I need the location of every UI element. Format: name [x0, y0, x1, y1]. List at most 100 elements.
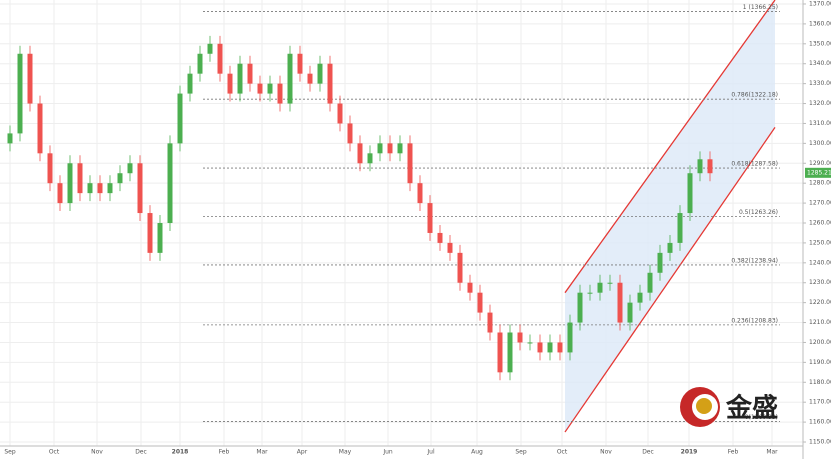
candle-body	[707, 159, 713, 174]
candle-body	[467, 282, 473, 293]
candle-body	[387, 143, 393, 154]
x-tick-label: Nov	[91, 449, 103, 456]
y-tick-label: 1270.00	[809, 200, 831, 207]
candle-body	[107, 183, 113, 194]
candle-body	[297, 53, 303, 74]
candle-body	[477, 292, 483, 313]
candle-body	[487, 312, 493, 333]
candle-body	[377, 143, 383, 154]
candle-body	[197, 53, 203, 74]
plot-area: 1 (1366.25) 0.786(1322.18) 0.618(1287.58) 0…	[7, 0, 780, 433]
y-tick-label: 1360.00	[809, 20, 831, 27]
candle-body	[637, 292, 643, 303]
fib-label: 0(1160.33)	[745, 414, 778, 421]
candle-body	[227, 73, 233, 94]
candle-body	[397, 143, 403, 154]
y-tick-label: 1180.00	[809, 379, 831, 386]
candle-body	[97, 183, 103, 194]
candle-body	[127, 163, 133, 174]
candle-body	[237, 63, 243, 94]
candle-body	[567, 322, 573, 353]
y-tick-label: 1210.00	[809, 319, 831, 326]
candle-body	[687, 173, 693, 214]
x-tick-label: Aug	[471, 449, 483, 456]
watermark-text: 金盛	[725, 393, 778, 424]
candle-body	[117, 173, 123, 184]
candle-body	[497, 332, 503, 373]
x-tick-label: Dec	[135, 449, 147, 456]
fib-label: 1 (1366.25)	[743, 4, 778, 11]
candle-body	[597, 282, 603, 293]
y-tick-label: 1220.00	[809, 299, 831, 306]
candle-body	[407, 143, 413, 184]
watermark-logo: 金盛	[680, 387, 778, 427]
candle-body	[427, 203, 433, 233]
candle-body	[437, 232, 443, 243]
x-tick-label: 2018	[172, 449, 189, 456]
candle-body	[657, 252, 663, 273]
x-tick-label: Apr	[297, 449, 308, 456]
candle-body	[37, 103, 43, 154]
y-tick-label: 1200.00	[809, 339, 831, 346]
candle-body	[57, 183, 63, 204]
x-tick-label: Sep	[4, 449, 16, 456]
last-price-box	[805, 167, 831, 178]
candle-body	[267, 83, 273, 94]
y-tick-label: 1320.00	[809, 100, 831, 107]
foreground-layer: 1150.00 1160.00 1170.00 1180.00 1190.00 1200.…	[4, 0, 831, 456]
fib-label: 0.236(1208.83)	[731, 317, 778, 324]
y-tick-label: 1160.00	[809, 419, 831, 426]
candle-body	[517, 332, 523, 343]
candle-body	[207, 43, 213, 54]
y-tick-label: 1350.00	[809, 40, 831, 47]
y-tick-label: 1330.00	[809, 80, 831, 87]
candle-body	[157, 223, 163, 253]
x-tick-label: May	[339, 449, 352, 456]
channel-line	[564, 0, 776, 294]
x-tick-label: Oct	[557, 449, 568, 456]
y-tick-label: 1250.00	[809, 239, 831, 246]
y-tick-label: 1290.00	[809, 160, 831, 167]
x-tick-label: Feb	[728, 449, 739, 456]
x-tick-label: Oct	[49, 449, 60, 456]
candle-body	[327, 63, 333, 104]
y-tick-label: 1260.00	[809, 220, 831, 227]
candle-body	[537, 342, 543, 353]
candle-body	[547, 342, 553, 353]
y-tick-label: 1370.00	[809, 0, 831, 7]
y-tick-label: 1300.00	[809, 140, 831, 147]
candle-body	[507, 332, 513, 373]
candle-body	[417, 183, 423, 204]
x-tick-label: Mar	[766, 449, 778, 456]
candle-body	[667, 242, 673, 253]
y-tick-label: 1310.00	[809, 120, 831, 127]
fib-label: 0.786(1322.18)	[731, 92, 778, 99]
candle-body	[247, 63, 253, 84]
candle-body	[87, 183, 93, 194]
candle-body	[67, 163, 73, 204]
candle-body	[447, 242, 453, 253]
x-tick-label: Jul	[426, 449, 435, 456]
candle-body	[47, 153, 53, 184]
candle-body	[177, 93, 183, 144]
candle-body	[7, 133, 13, 144]
x-tick-label: Dec	[642, 449, 654, 456]
x-tick-label: 2019	[681, 449, 698, 456]
candle-body	[647, 272, 653, 293]
fib-label: 0.382(1238.94)	[731, 257, 778, 264]
channel-fill	[565, 0, 775, 433]
y-tick-label: 1170.00	[809, 399, 831, 406]
y-tick-label: 1190.00	[809, 359, 831, 366]
fib-label: 0.618(1287.58)	[731, 161, 778, 168]
candle-body	[17, 53, 23, 134]
candle-body	[697, 159, 703, 174]
channel-line	[564, 127, 776, 433]
candle-body	[257, 83, 263, 94]
candle-body	[677, 213, 683, 243]
y-tick-label: 1150.00	[809, 439, 831, 446]
candle-body	[167, 143, 173, 223]
candle-body	[627, 302, 633, 323]
candle-body	[607, 282, 613, 284]
candle-body	[367, 153, 373, 164]
